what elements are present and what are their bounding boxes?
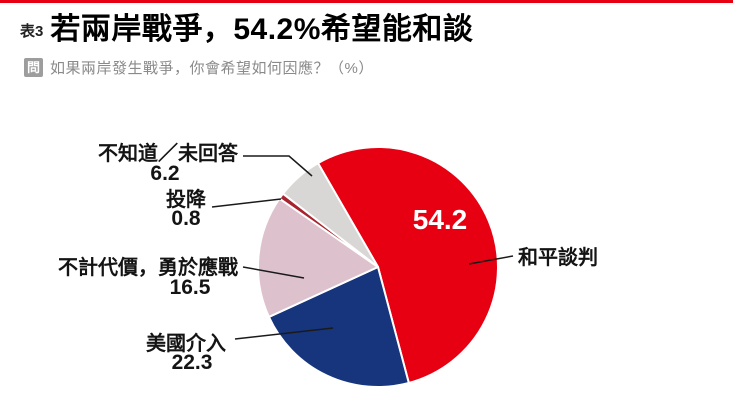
pie-slice-1: [267, 266, 410, 388]
pie-svg: [211, 146, 514, 388]
table-tag: 表3: [20, 23, 44, 40]
leader-lines: [211, 155, 514, 340]
leader-line-us: [234, 327, 334, 340]
slice-label-peace: 和平談判: [518, 247, 598, 269]
leader-line-dontknow: [243, 155, 313, 177]
slice-value-dontknow: 6.2: [150, 162, 180, 185]
leader-line-surrender: [211, 198, 282, 208]
slice-label-us: 美國介入: [146, 333, 226, 355]
leader-line-fight: [242, 266, 305, 279]
slice-value-fight: 16.5: [169, 276, 211, 299]
slice-label-surrender: 投降: [166, 189, 206, 211]
pie-slices: [257, 146, 499, 388]
pie-slice-2: [257, 197, 379, 318]
question-text: 如果兩岸發生戰爭，你會希望如何因應？（%）: [50, 60, 374, 77]
slice-value-us: 22.3: [171, 351, 213, 374]
leader-line-peace: [468, 255, 514, 265]
pie-chart: 不知道／未回答 6.2 投降 0.8 不計代價，勇於應戰 16.5 美國介入 2…: [0, 110, 733, 402]
slice-label-fight: 不計代價，勇於應戰: [58, 257, 238, 279]
pie-inside-value: 54.2: [412, 204, 468, 235]
header: 表3 若兩岸戰爭，54.2%希望能和談 問 如果兩岸發生戰爭，你會希望如何因應？…: [0, 0, 733, 78]
pie-slice-0: [317, 146, 499, 384]
slice-value-surrender: 0.8: [171, 207, 201, 230]
top-accent-bar: [0, 0, 733, 3]
pie-slice-4: [282, 162, 379, 268]
page-title: 若兩岸戰爭，54.2%希望能和談: [50, 13, 474, 46]
slice-label-dontknow: 不知道／未回答: [98, 143, 238, 165]
question-badge: 問: [24, 58, 44, 77]
